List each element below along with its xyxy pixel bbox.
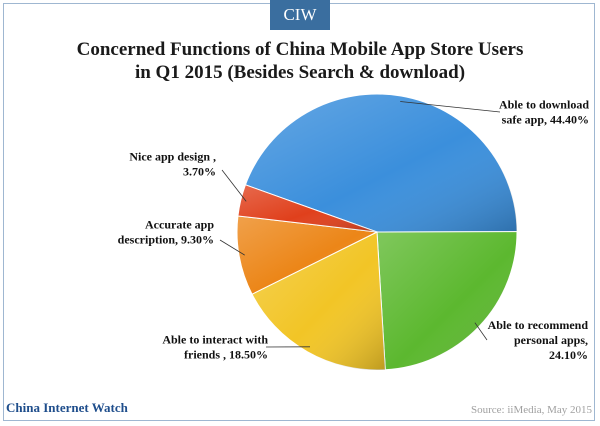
- slice-label-line: description, 9.30%: [118, 233, 214, 247]
- pie-slices: [236, 93, 518, 371]
- slice-label-accurate-app-description: Accurate app description, 9.30%: [118, 218, 215, 247]
- pie-slice-shading: [252, 232, 386, 371]
- slice-label-line: Able to download: [499, 98, 589, 112]
- chart-title: Concerned Functions of China Mobile App …: [0, 38, 600, 84]
- pie-slice-shading: [245, 93, 517, 232]
- chart-title-line-2: in Q1 2015 (Besides Search & download): [134, 62, 466, 83]
- slice-label-line: 3.70%: [183, 165, 216, 179]
- chart-title-line-1: Concerned Functions of China Mobile App …: [76, 39, 524, 60]
- leader-line: [221, 169, 247, 202]
- slice-label-line: Able to recommend: [488, 318, 589, 332]
- leader-line: [474, 322, 488, 341]
- slice-label-line: safe app, 44.40%: [502, 113, 589, 127]
- slice-label-nice-app-design: Nice app design , 3.70%: [129, 150, 216, 179]
- pie-slice-shading: [237, 184, 377, 232]
- slice-label-line: Able to interact with: [162, 333, 268, 347]
- footer-site-name: China Internet Watch: [6, 400, 128, 415]
- slice-label-line: friends , 18.50%: [184, 348, 268, 362]
- pie-slice-shading: [237, 215, 377, 295]
- pie-slice-shading: [377, 231, 518, 370]
- brand-badge: CIW: [270, 0, 330, 30]
- leader-line: [219, 239, 245, 256]
- slice-label-able-to-download-safe-app: Able to download safe app, 44.40%: [499, 98, 589, 127]
- slice-label-able-to-interact-with-friends: Able to interact with friends , 18.50%: [162, 333, 268, 362]
- slice-labels: Able to download safe app, 44.40%Able to …: [118, 98, 590, 363]
- slice-label-line: personal apps,: [514, 333, 588, 347]
- slice-label-line: Nice app design ,: [129, 150, 216, 164]
- slice-label-line: 24.10%: [549, 348, 588, 362]
- slice-label-line: Accurate app: [145, 218, 214, 232]
- footer-source: Source: iiMedia, May 2015: [471, 404, 592, 416]
- leader-lines: [219, 101, 501, 348]
- leader-line: [400, 101, 501, 113]
- slice-label-able-to-recommend-personal-apps: Able to recommend personal apps, 24.10%: [488, 318, 589, 362]
